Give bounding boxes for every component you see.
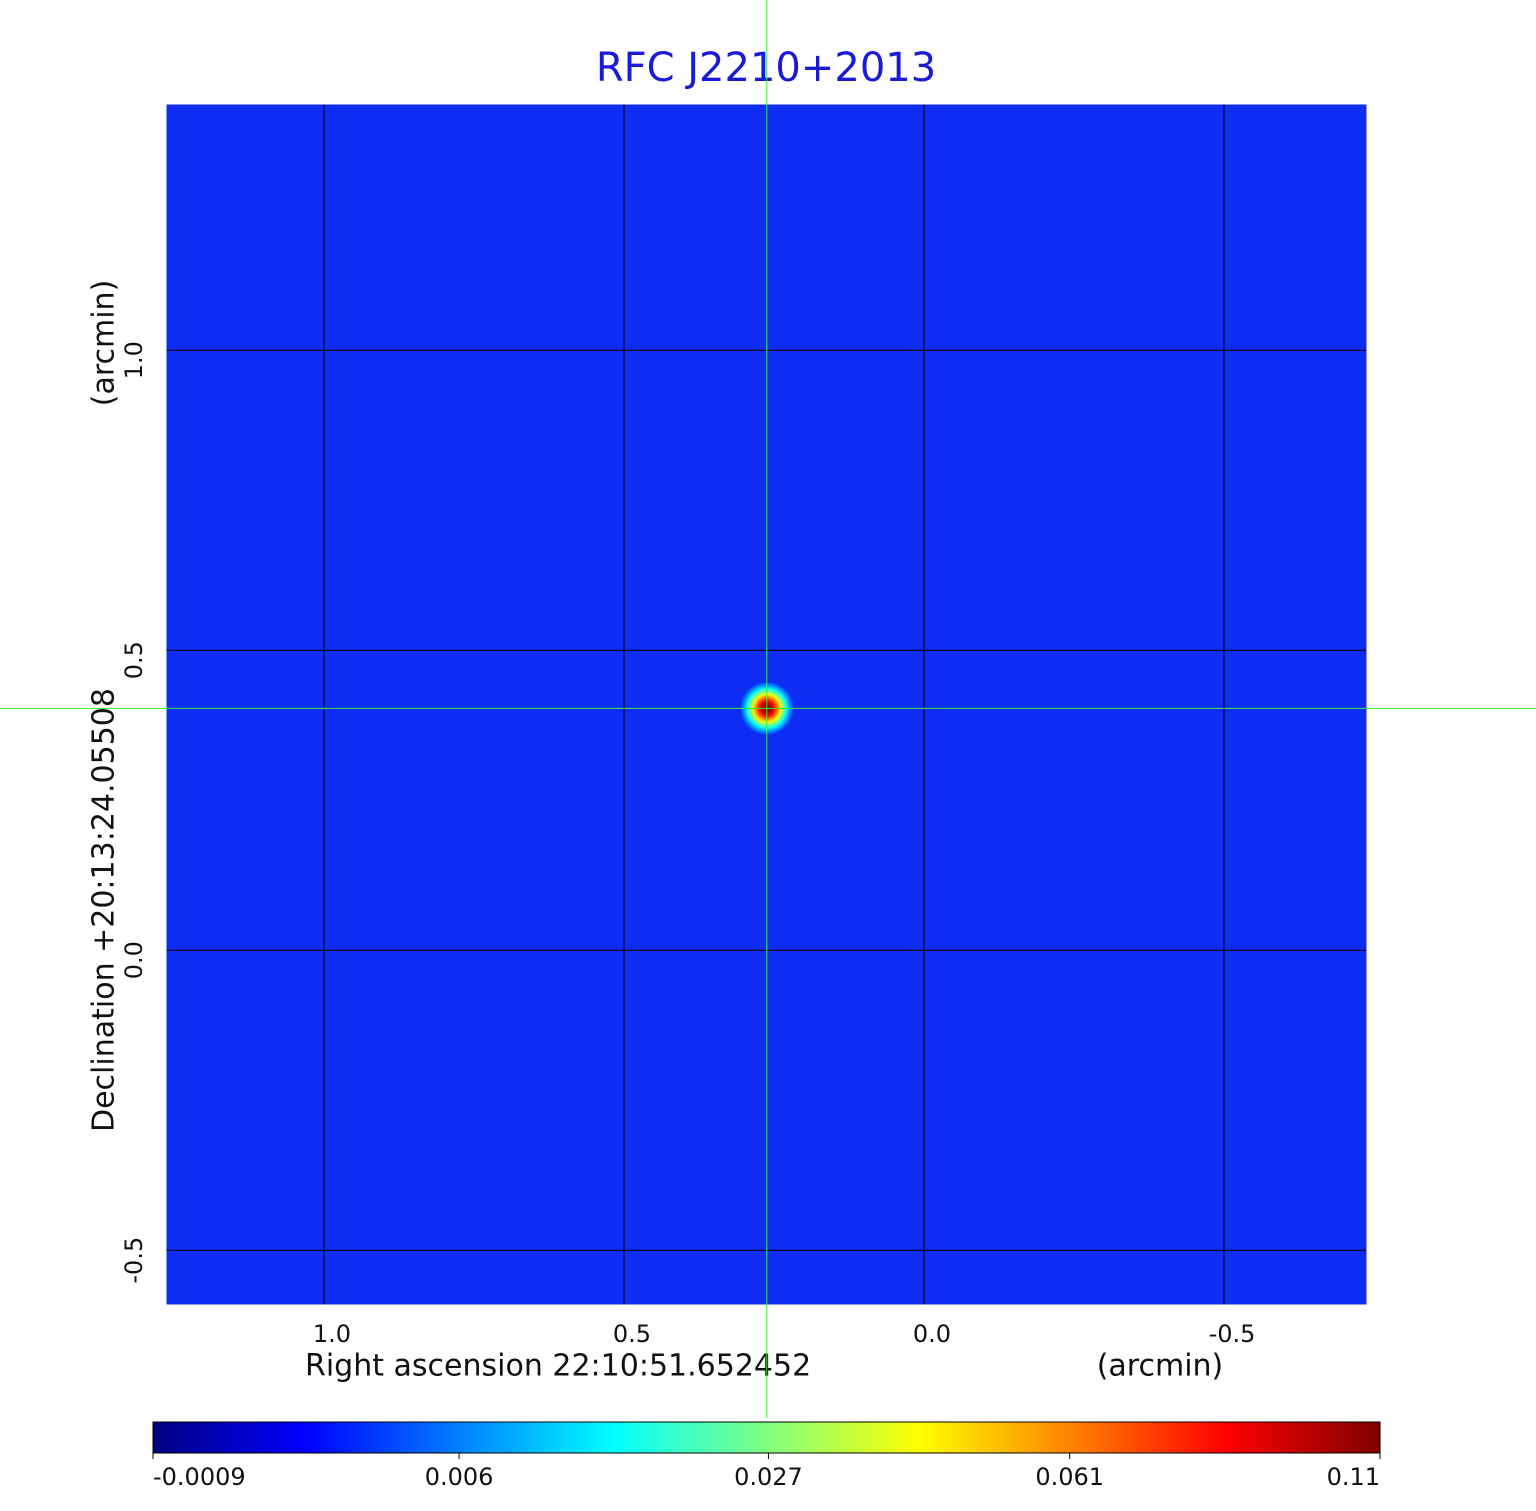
colorbar-tick-label: 0.006 (425, 1463, 494, 1491)
colorbar-tick-label: 0.11 (1327, 1463, 1380, 1491)
y-tick-label: 0.0 (120, 941, 148, 979)
x-tick-label: 0.5 (613, 1320, 651, 1348)
x-tick-label: -0.5 (1209, 1320, 1256, 1348)
y-tick-label: -0.5 (120, 1237, 148, 1284)
x-tick-label: 0.0 (913, 1320, 951, 1348)
y-axis-label: Declination +20:13:24.05508 (87, 688, 122, 1132)
y-tick-label: 1.0 (120, 341, 148, 379)
x-axis-unit: (arcmin) (1097, 1349, 1224, 1384)
x-axis-label: Right ascension 22:10:51.652452 (305, 1349, 811, 1384)
y-tick-label: 0.5 (120, 641, 148, 679)
colorbar-tick-label: 0.061 (1035, 1463, 1104, 1491)
x-tick-label: 1.0 (313, 1320, 351, 1348)
colorbar-tick-label: 0.027 (734, 1463, 803, 1491)
colorbar (152, 1421, 1381, 1454)
y-axis-unit: (arcmin) (87, 280, 122, 407)
colorbar-tick-label: -0.0009 (153, 1463, 246, 1491)
chart-title: RFC J2210+2013 (596, 45, 936, 91)
